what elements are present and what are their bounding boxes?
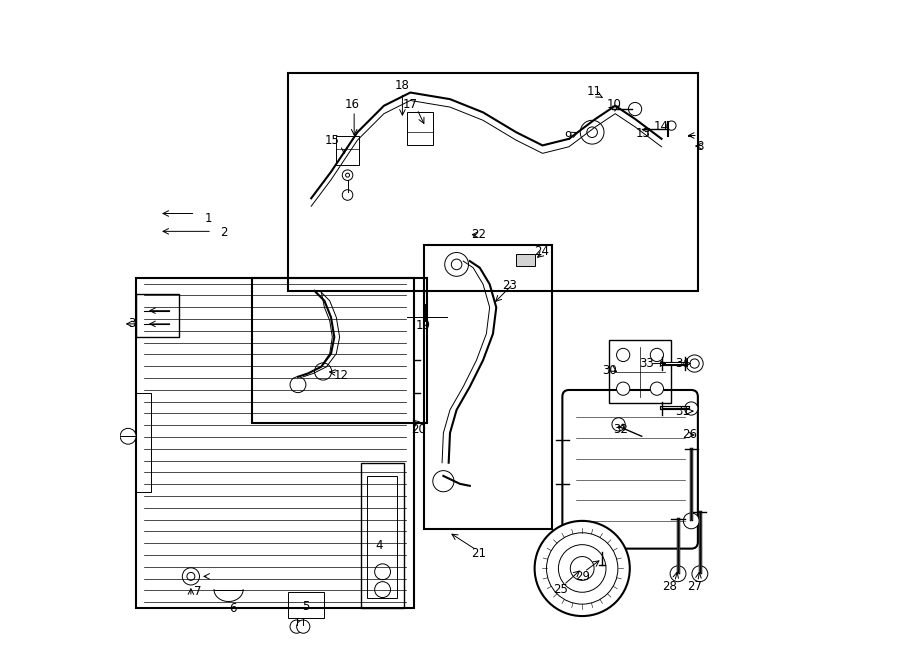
Text: 13: 13 xyxy=(635,127,651,140)
Circle shape xyxy=(297,620,310,633)
Circle shape xyxy=(667,121,676,130)
Text: 23: 23 xyxy=(502,279,517,292)
Circle shape xyxy=(692,566,707,582)
Circle shape xyxy=(342,170,353,180)
Circle shape xyxy=(651,382,663,395)
Bar xyxy=(424,245,553,529)
Circle shape xyxy=(571,557,594,580)
Text: 26: 26 xyxy=(682,428,697,442)
Text: 19: 19 xyxy=(416,319,431,332)
Text: 31: 31 xyxy=(675,405,690,418)
Circle shape xyxy=(535,521,630,616)
Text: 5: 5 xyxy=(302,600,310,613)
Text: 10: 10 xyxy=(607,98,621,111)
Circle shape xyxy=(612,418,625,431)
Bar xyxy=(407,112,434,145)
Circle shape xyxy=(187,572,195,580)
Circle shape xyxy=(290,377,306,393)
Text: 25: 25 xyxy=(554,583,569,596)
Circle shape xyxy=(183,568,200,585)
Circle shape xyxy=(558,545,606,592)
Circle shape xyxy=(628,102,642,116)
Circle shape xyxy=(685,402,698,415)
Text: 7: 7 xyxy=(194,585,202,598)
Text: 18: 18 xyxy=(395,79,410,93)
Text: 6: 6 xyxy=(230,602,237,615)
Text: 28: 28 xyxy=(662,580,677,594)
Circle shape xyxy=(670,566,686,582)
Text: 33: 33 xyxy=(640,357,654,370)
Text: 4: 4 xyxy=(375,539,383,552)
Text: 2: 2 xyxy=(220,226,228,239)
Bar xyxy=(288,592,324,618)
Circle shape xyxy=(346,173,349,177)
Bar xyxy=(367,476,397,598)
Bar xyxy=(136,294,179,337)
Text: 17: 17 xyxy=(403,98,418,111)
Bar xyxy=(252,278,427,423)
Bar xyxy=(361,463,404,608)
Text: 29: 29 xyxy=(575,570,590,583)
Circle shape xyxy=(686,355,703,372)
Text: 30: 30 xyxy=(603,364,617,377)
Circle shape xyxy=(374,582,391,598)
Circle shape xyxy=(374,564,391,580)
Circle shape xyxy=(314,363,332,380)
Text: 3: 3 xyxy=(128,317,135,330)
Text: 20: 20 xyxy=(410,423,426,436)
Text: 21: 21 xyxy=(471,547,486,561)
Circle shape xyxy=(616,348,630,362)
Circle shape xyxy=(683,513,699,529)
Bar xyxy=(608,340,671,403)
Circle shape xyxy=(616,382,630,395)
Text: 34: 34 xyxy=(675,357,690,370)
Circle shape xyxy=(580,120,604,144)
Bar xyxy=(516,254,535,266)
Text: 16: 16 xyxy=(345,98,360,111)
Text: 14: 14 xyxy=(654,120,669,134)
Bar xyxy=(136,278,414,608)
Circle shape xyxy=(290,620,303,633)
Text: 1: 1 xyxy=(205,212,212,225)
Circle shape xyxy=(546,533,618,604)
Circle shape xyxy=(690,359,699,368)
Text: 8: 8 xyxy=(697,140,704,153)
Bar xyxy=(288,73,698,291)
Circle shape xyxy=(451,259,462,270)
Bar xyxy=(136,393,150,492)
Circle shape xyxy=(651,348,663,362)
Text: 9: 9 xyxy=(564,130,572,143)
Bar xyxy=(336,136,359,165)
Text: 15: 15 xyxy=(325,134,340,147)
Text: 32: 32 xyxy=(613,423,628,436)
Circle shape xyxy=(433,471,454,492)
FancyBboxPatch shape xyxy=(562,390,698,549)
Text: 24: 24 xyxy=(534,245,549,258)
Circle shape xyxy=(342,190,353,200)
Text: 22: 22 xyxy=(471,228,486,241)
Circle shape xyxy=(121,428,136,444)
Circle shape xyxy=(587,127,598,137)
Text: 12: 12 xyxy=(333,369,348,382)
Text: 11: 11 xyxy=(587,85,601,98)
Circle shape xyxy=(445,253,469,276)
Text: 27: 27 xyxy=(687,580,702,594)
